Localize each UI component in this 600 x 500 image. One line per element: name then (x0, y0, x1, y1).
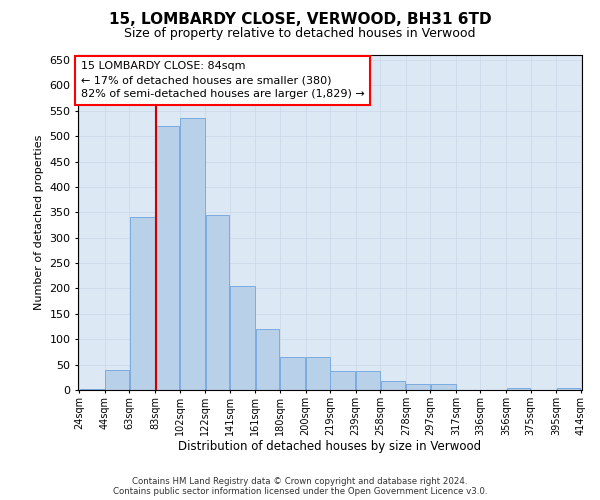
Text: 15, LOMBARDY CLOSE, VERWOOD, BH31 6TD: 15, LOMBARDY CLOSE, VERWOOD, BH31 6TD (109, 12, 491, 28)
Bar (256, 329, 280, 390)
X-axis label: Distribution of detached houses by size in Verwood: Distribution of detached houses by size … (178, 440, 482, 454)
Bar (206, 215, 229, 390)
Bar (356, 371, 380, 390)
Text: Contains HM Land Registry data © Crown copyright and database right 2024.
Contai: Contains HM Land Registry data © Crown c… (113, 476, 487, 496)
Y-axis label: Number of detached properties: Number of detached properties (34, 135, 44, 310)
Bar (130, 218, 155, 390)
Bar (431, 384, 455, 390)
Bar (106, 370, 129, 390)
Bar (80, 389, 104, 390)
Bar (380, 382, 406, 390)
Bar (155, 126, 179, 390)
Bar (280, 357, 305, 390)
Bar (557, 388, 580, 390)
Bar (180, 118, 205, 390)
Bar (406, 384, 430, 390)
Bar (230, 286, 255, 390)
Bar (331, 371, 355, 390)
Text: 15 LOMBARDY CLOSE: 84sqm
← 17% of detached houses are smaller (380)
82% of semi-: 15 LOMBARDY CLOSE: 84sqm ← 17% of detach… (80, 61, 364, 99)
Bar (306, 357, 329, 390)
Bar (506, 388, 530, 390)
Text: Size of property relative to detached houses in Verwood: Size of property relative to detached ho… (124, 28, 476, 40)
